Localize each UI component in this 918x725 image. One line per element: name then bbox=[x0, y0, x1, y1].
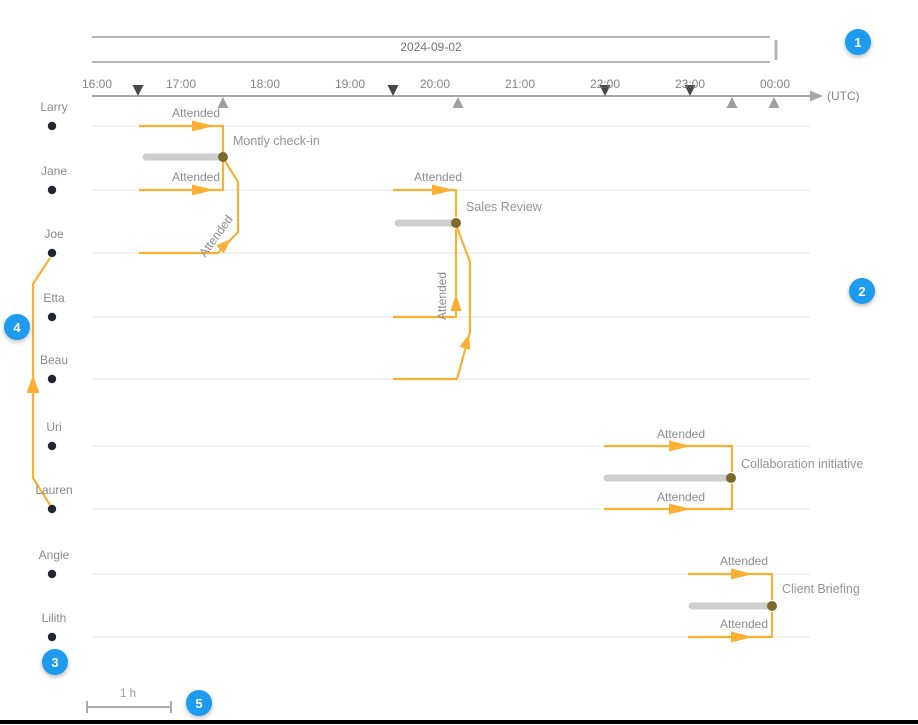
event-dot[interactable] bbox=[218, 152, 228, 162]
lane-gridlines bbox=[92, 125, 810, 638]
connector-beau bbox=[393, 226, 472, 381]
date-label: 2024-09-02 bbox=[400, 40, 462, 54]
axis-tick: 18:00 bbox=[249, 77, 281, 91]
callout-badge-3: 3 bbox=[42, 649, 68, 675]
event-sales-review bbox=[393, 184, 472, 381]
event-client-briefing bbox=[688, 568, 777, 643]
attended-label: Attended bbox=[656, 490, 706, 504]
person-label-joe: Joe bbox=[44, 227, 64, 241]
axis-tick: 20:00 bbox=[419, 77, 451, 91]
callout-badge-5: 5 bbox=[186, 690, 212, 716]
axis-unit-label: (UTC) bbox=[827, 89, 860, 103]
person-label-lilith: Lilith bbox=[41, 611, 67, 625]
callout-badge-2: 2 bbox=[849, 278, 875, 304]
person-label-uri: Uri bbox=[46, 420, 62, 434]
callout-badge-1: 1 bbox=[845, 29, 871, 55]
person-label-jane: Jane bbox=[40, 164, 68, 178]
attended-label: Attended bbox=[656, 427, 706, 441]
event-dot[interactable] bbox=[767, 601, 777, 611]
person-label-lauren: Lauren bbox=[35, 483, 73, 497]
event-title-client-briefing: Client Briefing bbox=[782, 582, 860, 596]
axis-tick: 17:00 bbox=[165, 77, 197, 91]
axis-tick: 16:00 bbox=[81, 77, 113, 91]
attended-label: Attended bbox=[171, 170, 221, 184]
connector-lilith bbox=[688, 612, 774, 639]
person-label-etta: Etta bbox=[43, 291, 65, 305]
person-label-larry: Larry bbox=[40, 100, 68, 114]
scale-indicator bbox=[86, 701, 172, 713]
event-end-markers bbox=[217, 97, 780, 108]
connector-angie bbox=[688, 572, 774, 600]
event-title-montly-check-in: Montly check-in bbox=[233, 134, 320, 148]
axis-arrowhead bbox=[810, 90, 823, 102]
event-dot[interactable] bbox=[451, 218, 461, 228]
attended-label: Attended bbox=[719, 554, 769, 568]
connector-joe bbox=[139, 160, 240, 255]
link-arrowhead bbox=[26, 375, 40, 393]
event-start-markers bbox=[132, 85, 696, 96]
attended-label: Attended bbox=[413, 170, 463, 184]
connector-jane bbox=[393, 188, 458, 217]
event-dot[interactable] bbox=[726, 473, 736, 483]
attended-label: Attended bbox=[435, 271, 449, 321]
scale-label: 1 h bbox=[120, 688, 136, 700]
person-label-beau: Beau bbox=[39, 353, 69, 367]
event-title-collaboration-initiative: Collaboration initiative bbox=[741, 457, 864, 471]
window-bottom-border bbox=[0, 720, 918, 724]
axis-tick: 23:00 bbox=[674, 77, 706, 91]
attended-label: Attended bbox=[171, 106, 221, 120]
time-axis bbox=[92, 90, 823, 102]
event-collaboration-initiative bbox=[603, 440, 736, 515]
connector-lauren bbox=[604, 484, 734, 511]
axis-tick: 00:00 bbox=[759, 77, 791, 91]
axis-tick: 21:00 bbox=[504, 77, 536, 91]
axis-tick: 22:00 bbox=[589, 77, 621, 91]
link-arrow-lauren-to-joe bbox=[26, 257, 51, 506]
date-range-bar bbox=[92, 36, 778, 63]
person-label-angie: Angie bbox=[38, 548, 70, 562]
attended-label: Attended bbox=[719, 617, 769, 631]
event-title-sales-review: Sales Review bbox=[466, 200, 542, 214]
axis-tick: 19:00 bbox=[334, 77, 366, 91]
person-dots bbox=[47, 121, 57, 642]
connector-uri bbox=[604, 444, 734, 472]
connector-etta bbox=[393, 229, 458, 319]
callout-badge-4: 4 bbox=[4, 314, 30, 340]
event-montly-check-in bbox=[139, 120, 240, 255]
